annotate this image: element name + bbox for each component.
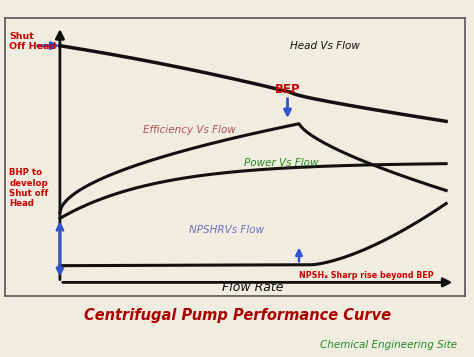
Text: Shut
Off Head: Shut Off Head xyxy=(9,32,56,51)
Text: NPSHₐ Sharp rise beyond BEP: NPSHₐ Sharp rise beyond BEP xyxy=(299,271,434,280)
Text: Flow Rate: Flow Rate xyxy=(222,281,284,293)
Text: NPSHRVs Flow: NPSHRVs Flow xyxy=(189,225,264,235)
Text: Chemical Engineering Site: Chemical Engineering Site xyxy=(320,340,457,350)
Text: Centrifugal Pump Performance Curve: Centrifugal Pump Performance Curve xyxy=(83,308,391,323)
Text: Efficiency Vs Flow: Efficiency Vs Flow xyxy=(143,125,236,135)
Text: Power Vs Flow: Power Vs Flow xyxy=(244,158,319,168)
Text: Head Vs Flow: Head Vs Flow xyxy=(290,41,360,51)
Text: BEP: BEP xyxy=(275,83,301,96)
Text: BHP to
develop
Shut off
Head: BHP to develop Shut off Head xyxy=(9,168,49,208)
